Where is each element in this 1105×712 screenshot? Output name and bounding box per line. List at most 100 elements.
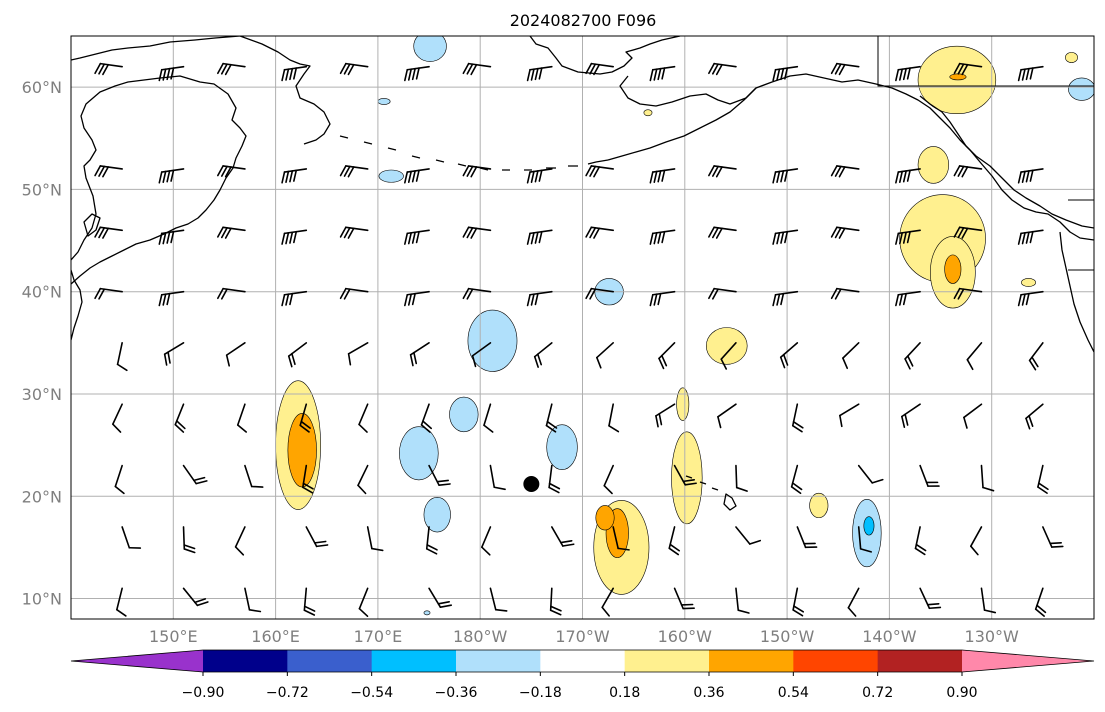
wind-barb: [244, 587, 262, 613]
longitude-label: 140°W: [862, 627, 917, 646]
anomaly-region-orange: [949, 73, 967, 81]
longitude-label: 150°W: [760, 627, 815, 646]
coastline-asia: [71, 75, 247, 285]
wind-barb: [94, 62, 123, 76]
wind-barb: [404, 290, 430, 307]
longitude-label: 160°E: [251, 627, 300, 646]
wind-barb: [953, 287, 983, 300]
wind-barb: [842, 342, 860, 370]
wind-barb: [1017, 65, 1044, 82]
wind-barb: [963, 403, 983, 429]
wind-barb: [551, 526, 575, 547]
wind-barb: [980, 464, 995, 492]
wind-barb: [116, 342, 128, 372]
wind-barb: [244, 464, 264, 488]
wind-barb: [404, 168, 430, 184]
wind-barb: [649, 65, 676, 82]
wind-barb: [217, 287, 246, 300]
wind-barb: [735, 526, 762, 545]
wind-barb: [347, 342, 369, 366]
wind-barb: [182, 526, 196, 554]
wind-barb: [358, 587, 369, 617]
latitude-label: 10°N: [22, 590, 62, 609]
anomaly-region-light-blue: [413, 36, 447, 62]
wind-barb: [895, 229, 921, 245]
wind-barb: [116, 587, 127, 617]
wind-barb: [830, 62, 860, 76]
wind-barb: [953, 62, 983, 76]
wind-barb: [409, 342, 430, 367]
wind-barb: [366, 526, 384, 552]
wind-barb: [225, 342, 246, 367]
wind-barb: [980, 587, 997, 614]
colorbar-tick-label: −0.54: [350, 685, 393, 701]
wind-barb: [357, 464, 369, 495]
colorbar-segment: [287, 650, 373, 672]
wind-barb: [305, 526, 329, 548]
wind-barb: [772, 65, 799, 82]
wind-barb: [830, 287, 860, 300]
latitude-label: 40°N: [22, 283, 62, 302]
wind-barb: [585, 226, 614, 239]
anomaly-region-light-blue: [467, 309, 518, 372]
coastlines: [71, 36, 1094, 511]
wind-barb: [281, 65, 308, 82]
wind-barb: [649, 229, 676, 245]
latitude-label: 30°N: [22, 385, 62, 404]
wind-barb: [791, 403, 804, 433]
wind-barb: [919, 587, 942, 610]
wind-barb: [895, 290, 921, 307]
wind-barb: [281, 290, 308, 307]
anomaly-region-light-blue: [546, 424, 578, 470]
wind-barb: [790, 464, 803, 495]
wind-barb: [462, 226, 492, 239]
coastline-aleutians: [339, 135, 609, 171]
longitude-label: 180°W: [453, 627, 508, 646]
wind-barb: [287, 342, 308, 368]
wind-barb: [830, 165, 860, 178]
latitude-label: 60°N: [22, 78, 62, 97]
wind-barb: [158, 168, 185, 184]
coastline-alaska-peninsula: [607, 87, 757, 161]
wind-barb: [603, 464, 614, 495]
wind-barb: [462, 165, 492, 178]
wind-barb: [404, 229, 430, 245]
wind-barb: [114, 464, 125, 495]
wind-barb: [462, 287, 492, 300]
wind-barb: [847, 587, 860, 617]
wind-barb: [339, 226, 369, 239]
wind-barb: [1017, 290, 1044, 307]
wind-barb: [717, 403, 737, 429]
latitude-label: 50°N: [22, 180, 62, 199]
wind-barb: [217, 226, 246, 239]
wind-barb: [708, 165, 737, 178]
coastline-asia-north: [71, 36, 241, 61]
wind-barb: [339, 165, 369, 178]
colorbar: [70, 649, 1095, 673]
wind-barb: [1028, 342, 1044, 371]
colorbar-segment: [456, 650, 541, 672]
anomaly-region-light-blue: [1068, 77, 1094, 101]
wind-barb: [919, 464, 940, 487]
anomaly-region-light-yellow: [671, 431, 703, 525]
wind-barb: [182, 464, 208, 485]
wind-barb: [596, 342, 614, 369]
wind-barb: [281, 229, 308, 245]
longitude-label: 170°E: [354, 627, 403, 646]
colorbar-segment: [203, 650, 288, 672]
colorbar-tick-labels: −0.90 −0.72 −0.54 −0.36 −0.18 0.18 0.36 0.54 0.7…: [182, 672, 978, 701]
wind-barb: [735, 464, 748, 492]
wind-barb: [236, 403, 248, 433]
anomaly-region-light-yellow: [809, 492, 829, 519]
wind-barb: [158, 65, 185, 82]
wind-barb: [708, 62, 737, 76]
anomaly-region-light-blue: [449, 396, 479, 433]
wind-barb: [158, 229, 185, 245]
wind-barb: [489, 464, 506, 491]
anomaly-region-orange: [595, 505, 615, 531]
wind-barb: [358, 403, 369, 433]
wind-barb: [158, 290, 185, 307]
wind-barb: [462, 62, 492, 76]
colorbar-tick-label: 0.72: [862, 685, 893, 701]
wind-barb: [1017, 229, 1044, 245]
